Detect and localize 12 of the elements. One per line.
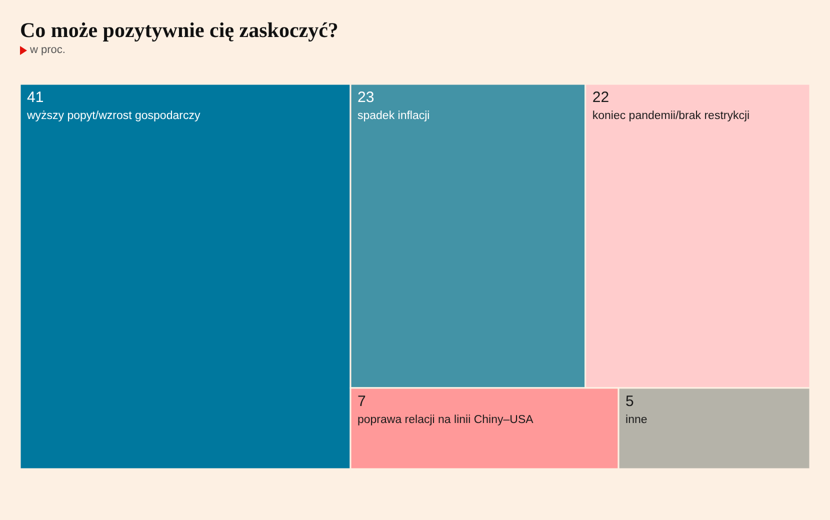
text: w proc. [30, 44, 66, 56]
category-label: spadek inflacji [358, 110, 430, 122]
text: Co może pozytywnie cię zaskoczyć? [20, 18, 338, 43]
category-label: inne [626, 414, 648, 426]
data-label: 7 [358, 392, 366, 410]
data-label: 41 [27, 89, 44, 106]
data-label: 5 [626, 392, 634, 410]
data-label: 22 [592, 89, 610, 106]
data-label: 23 [358, 89, 374, 106]
category-label: wyższy popyt/wzrost gospodarczy [26, 110, 200, 122]
category-label: koniec pandemii/brak restrykcji [592, 110, 750, 122]
category-label: poprawa relacji na linii Chiny–USA [358, 414, 534, 426]
